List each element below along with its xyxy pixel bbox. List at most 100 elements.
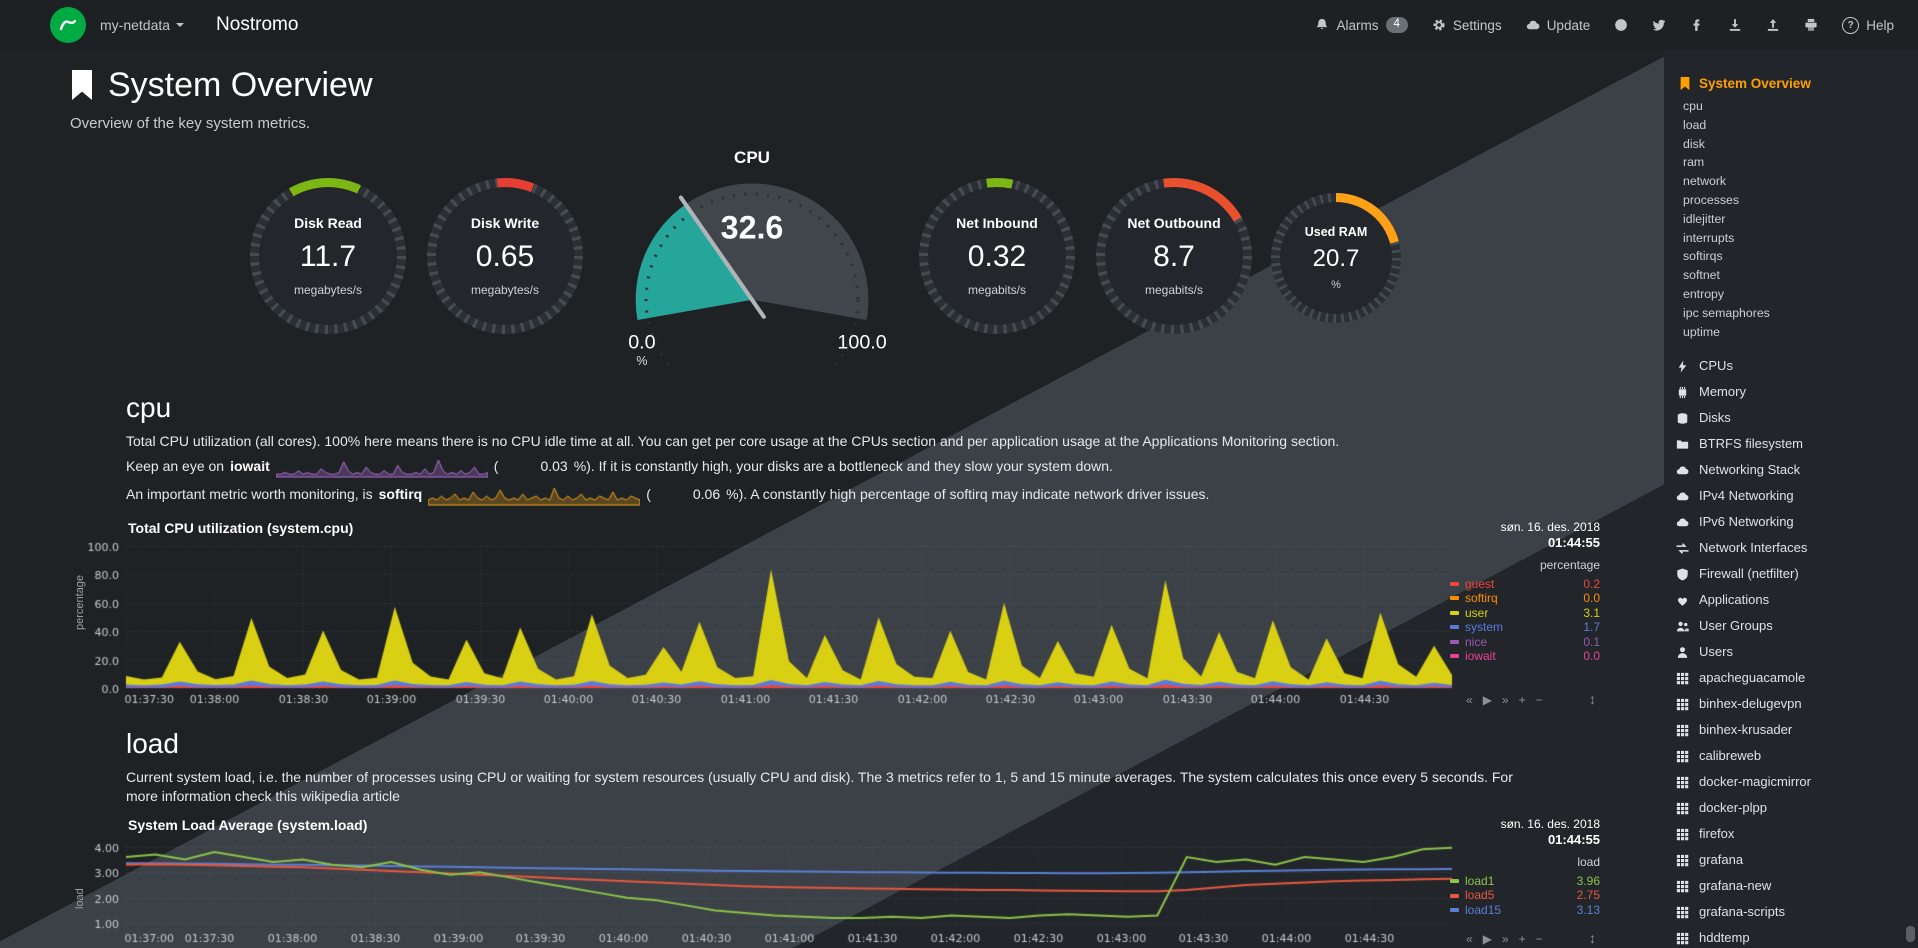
sidebar-item-ipv6-networking[interactable]: IPv6 Networking: [1664, 509, 1918, 535]
sidebar-item-memory[interactable]: Memory: [1664, 379, 1918, 405]
netdata-logo-icon[interactable]: [50, 7, 86, 43]
gauge-disk-write: Disk Write 0.65 megabytes/s: [427, 178, 583, 334]
play-button[interactable]: ▶: [1482, 692, 1492, 707]
sidebar-item-apacheguacamole[interactable]: apacheguacamole: [1664, 665, 1918, 691]
sidebar-subitem-processes[interactable]: processes: [1683, 192, 1740, 207]
sidebar-item-firewall-netfilter-[interactable]: Firewall (netfilter): [1664, 561, 1918, 587]
sidebar-subitem-softirqs[interactable]: softirqs: [1683, 249, 1723, 264]
legend-row-nice[interactable]: nice 0.1: [1450, 635, 1600, 650]
sidebar-item-binhex-krusader[interactable]: binhex-krusader: [1664, 717, 1918, 743]
sidebar-item-docker-magicmirror[interactable]: docker-magicmirror: [1664, 769, 1918, 795]
github-button[interactable]: [1602, 0, 1640, 50]
sidebar-item-label: Firewall (netfilter): [1699, 566, 1799, 582]
bookmark-icon: [1680, 76, 1690, 90]
import-snapshot-button[interactable]: [1716, 0, 1754, 50]
sidebar-subitem-cpu[interactable]: cpu: [1683, 99, 1703, 113]
grid-icon: [1676, 802, 1689, 815]
grid-icon: [1676, 828, 1689, 841]
facebook-button[interactable]: [1678, 0, 1716, 50]
gauge-value: 20.7: [1312, 245, 1360, 272]
legend-row-iowait[interactable]: iowait 0.0: [1450, 649, 1600, 664]
legend-row-load1[interactable]: load1 3.96: [1450, 874, 1600, 889]
iowait-text-prefix: Keep an eye on: [126, 457, 225, 474]
sidebar-subitem-idlejitter[interactable]: idlejitter: [1683, 211, 1726, 226]
sidebar-subitem-disk[interactable]: disk: [1683, 136, 1705, 151]
sidebar-item-docker-plpp[interactable]: docker-plpp: [1664, 795, 1918, 821]
zoom-out-button[interactable]: −: [1535, 692, 1543, 707]
legend-row-user[interactable]: user 3.1: [1450, 606, 1600, 621]
pan-left-button[interactable]: «: [1466, 931, 1473, 946]
sidebar-item-users[interactable]: Users: [1664, 639, 1918, 665]
sidebar-item-network-interfaces[interactable]: Network Interfaces: [1664, 535, 1918, 561]
sidebar-item-firefox[interactable]: firefox: [1664, 821, 1918, 847]
sidebar-item-label: grafana-scripts: [1699, 904, 1785, 920]
gauge-unit: %: [1331, 279, 1341, 291]
sidebar-subitem-ram[interactable]: ram: [1683, 155, 1705, 170]
legend-row-softirq[interactable]: softirq 0.0: [1450, 591, 1600, 606]
sidebar-item-grafana-new[interactable]: grafana-new: [1664, 873, 1918, 899]
pan-right-button[interactable]: »: [1501, 692, 1509, 707]
sidebar-item-cpus[interactable]: CPUs: [1664, 353, 1918, 379]
softirq-sparkline[interactable]: [428, 483, 641, 506]
sidebar-item-ipv4-networking[interactable]: IPv4 Networking: [1664, 483, 1918, 509]
legend-color-key: [1450, 879, 1459, 884]
play-button[interactable]: ▶: [1482, 931, 1492, 946]
navbar-right: Alarms 4 Settings Update: [1303, 0, 1918, 50]
iowait-sparkline[interactable]: [275, 455, 488, 478]
sidebar-item-user-groups[interactable]: User Groups: [1664, 613, 1918, 639]
sidebar-subitem-uptime[interactable]: uptime: [1683, 324, 1720, 339]
zoom-out-button[interactable]: −: [1535, 931, 1543, 946]
sidebar-subitem-interrupts[interactable]: interrupts: [1683, 230, 1735, 245]
pan-left-button[interactable]: «: [1466, 692, 1473, 707]
brand-title[interactable]: Nostromo: [216, 14, 299, 35]
grid-icon: [1676, 698, 1689, 711]
gauge-used-ram: Used RAM 20.7 %: [1271, 193, 1401, 323]
zoom-in-button[interactable]: +: [1518, 931, 1526, 946]
sidebar-subitem-network[interactable]: network: [1683, 174, 1727, 189]
twitter-button[interactable]: [1640, 0, 1678, 50]
legend-row-load5[interactable]: load5 2.75: [1450, 888, 1600, 903]
sidebar-subitem-softnet[interactable]: softnet: [1683, 268, 1720, 283]
sidebar-item-grafana-scripts[interactable]: grafana-scripts: [1664, 899, 1918, 925]
iowait-description: Keep an eye on iowait (0.03 %). If it is …: [126, 454, 1556, 480]
sidebar-item-calibreweb[interactable]: calibreweb: [1664, 743, 1918, 769]
zoom-in-button[interactable]: +: [1518, 692, 1526, 707]
sidebar-item-hddtemp[interactable]: hddtemp: [1664, 925, 1918, 948]
cpu-chart-canvas[interactable]: [70, 537, 1456, 710]
sidebar-item-system-overview[interactable]: System Overview: [1664, 76, 1918, 91]
chart-time-text: 01:44:55: [1547, 535, 1600, 551]
legend-row-system[interactable]: system 1.7: [1450, 620, 1600, 635]
alarms-button[interactable]: Alarms 4: [1303, 0, 1419, 50]
print-button[interactable]: [1792, 0, 1830, 50]
export-snapshot-button[interactable]: [1754, 0, 1792, 50]
sidebar-item-applications[interactable]: Applications: [1664, 587, 1918, 613]
sidebar-item-binhex-delugevpn[interactable]: binhex-delugevpn: [1664, 691, 1918, 717]
help-button[interactable]: Help: [1830, 0, 1906, 50]
pan-right-button[interactable]: »: [1501, 931, 1509, 946]
chart-resize-handle[interactable]: ↕: [1589, 929, 1596, 946]
legend-row-load15[interactable]: load15 3.13: [1450, 903, 1600, 918]
gauge-unit: megabytes/s: [293, 283, 363, 297]
scrollbar-thumb[interactable]: [1906, 926, 1915, 942]
cpu-gauge-value: 32.6: [721, 210, 784, 246]
cpu-gauge-dial: 32.6 0.0 % 100.0: [628, 183, 887, 408]
settings-label: Settings: [1452, 17, 1502, 33]
sidebar-item-grafana[interactable]: grafana: [1664, 847, 1918, 873]
main-content: System Overview Overview of the key syst…: [0, 50, 1664, 948]
cpu-gauge-min: 0.0: [628, 332, 655, 354]
legend-row-guest[interactable]: guest 0.2: [1450, 577, 1600, 592]
sidebar-submenu: cpu load disk ram network processes idlejitter…: [1664, 97, 1918, 341]
hostname-dropdown[interactable]: my-netdata: [86, 0, 198, 50]
sidebar-subitem-ipc-semaphores[interactable]: ipc semaphores: [1683, 305, 1770, 320]
sidebar-item-networking-stack[interactable]: Networking Stack: [1664, 457, 1918, 483]
legend-series-value: 3.13: [1576, 902, 1600, 917]
sidebar-subitem-load[interactable]: load: [1683, 117, 1707, 132]
legend-color-key: [1450, 654, 1459, 659]
update-button[interactable]: Update: [1514, 0, 1603, 50]
sidebar-item-btrfs-filesystem[interactable]: BTRFS filesystem: [1664, 431, 1918, 457]
load-chart-canvas[interactable]: [70, 834, 1456, 948]
chart-resize-handle[interactable]: ↕: [1589, 690, 1596, 707]
sidebar-subitem-entropy[interactable]: entropy: [1683, 286, 1725, 301]
sidebar-item-disks[interactable]: Disks: [1664, 405, 1918, 431]
settings-button[interactable]: Settings: [1420, 0, 1514, 50]
